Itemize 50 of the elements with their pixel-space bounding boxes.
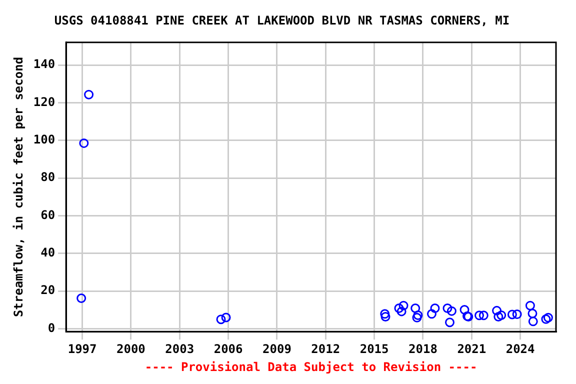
x-tick-label: 2015 <box>360 342 389 356</box>
point <box>84 90 94 100</box>
point <box>413 310 423 320</box>
point <box>512 310 522 320</box>
x-tick-label: 2006 <box>214 342 243 356</box>
point <box>525 300 535 310</box>
y-tick-label: 100 <box>33 132 56 146</box>
point <box>396 306 406 316</box>
x-tick-label: 2024 <box>506 342 535 356</box>
point <box>442 303 452 313</box>
point <box>474 310 484 320</box>
point <box>478 310 488 320</box>
point <box>460 304 470 314</box>
point <box>394 303 404 313</box>
y-tick-label: 140 <box>33 57 56 72</box>
point <box>79 138 89 148</box>
x-tick-label: 2018 <box>408 342 438 356</box>
y-tick-label: 120 <box>33 94 56 109</box>
x-tick-label: 2012 <box>311 342 340 356</box>
text: ---- Provisional Data Subject to Revision ---- <box>144 360 478 374</box>
point <box>496 310 506 320</box>
chart-title: USGS 04108841 PINE CREEK AT LAKEWOOD BLVD NR TASMAS CORNERS, MI <box>54 13 510 28</box>
point <box>528 316 538 326</box>
point <box>412 312 422 322</box>
y-tick-label: 80 <box>40 170 56 184</box>
x-tick-label: 2021 <box>457 342 486 356</box>
point <box>398 300 408 310</box>
point <box>507 310 517 320</box>
point <box>221 312 231 322</box>
point <box>426 309 436 319</box>
y-tick-label: 40 <box>40 246 56 260</box>
point <box>494 312 504 322</box>
y-tick-label: 20 <box>40 283 56 298</box>
point <box>216 314 226 324</box>
point <box>528 308 538 318</box>
point <box>380 312 390 322</box>
x-tick-label: 2000 <box>116 342 146 356</box>
point <box>410 303 420 313</box>
point <box>76 294 86 304</box>
x-tick-label: 1997 <box>68 342 97 356</box>
y-axis-title: Streamflow, in cubic feet per second <box>11 56 26 318</box>
point <box>446 306 456 316</box>
x-tick-label: 2009 <box>262 342 292 356</box>
y-tick-label: 60 <box>40 208 56 222</box>
point <box>380 309 390 319</box>
point <box>430 303 440 313</box>
y-tick-label: 0 <box>48 320 56 335</box>
point <box>444 318 454 328</box>
point <box>492 306 502 316</box>
x-tick-label: 2003 <box>165 342 194 356</box>
